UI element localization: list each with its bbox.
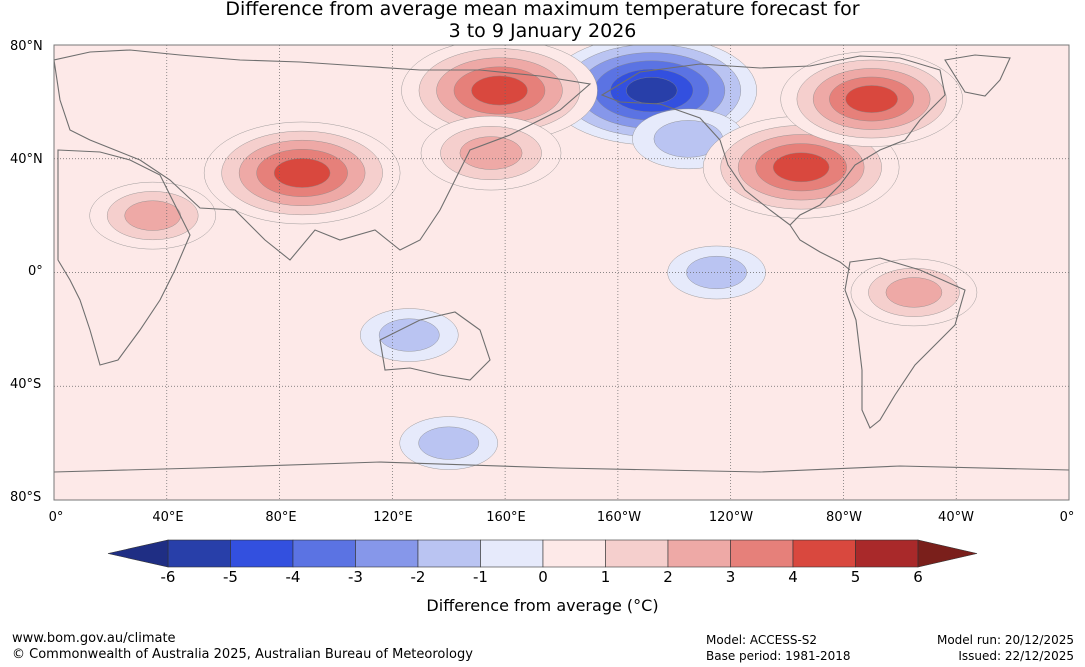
anomaly-contour: [845, 85, 898, 113]
lon-tick-label: 120°W: [708, 510, 754, 525]
colorbar-tick-label: -3: [348, 568, 363, 586]
lon-tick-label: 40°W: [938, 510, 974, 525]
coastline-antarctica: [54, 461, 1069, 473]
lon-tick-label: 0°: [48, 510, 64, 525]
colorbar-tick-label: -5: [223, 568, 238, 586]
coastline-south-america: [844, 257, 966, 429]
colorbar-cell: [667, 539, 731, 568]
colorbar-cell: [355, 539, 419, 568]
coastlines: [54, 49, 1069, 473]
colorbar-label: Difference from average (°C): [426, 596, 659, 615]
colorbar-tick-label: 0: [538, 568, 548, 586]
colorbar-tick-label: -6: [160, 568, 176, 586]
colorbar-cell: [542, 539, 606, 568]
colorbar-tick-label: 3: [725, 568, 736, 586]
colorbar-tick-label: 1: [600, 568, 611, 586]
chart-title-line-1: Difference from average mean maximum tem…: [225, 0, 860, 20]
lat-tick-label: 0°: [28, 264, 43, 279]
colorbar-cell: [230, 539, 294, 568]
colorbar-tick-label: -1: [473, 568, 488, 586]
anomaly-region: [420, 115, 562, 191]
coastline-africa: [57, 149, 191, 366]
anomaly-region: [780, 51, 963, 147]
lat-tick-label: 40°N: [10, 152, 43, 167]
coastline-greenland: [944, 54, 1011, 97]
lon-tick-label: 120°E: [373, 510, 413, 525]
anomaly-regions: [89, 45, 978, 470]
colorbar-cell: [167, 539, 231, 568]
colorbar-cell: [792, 539, 856, 568]
anomaly-region: [667, 245, 766, 300]
anomaly-contour: [885, 277, 943, 308]
colorbar-tick-label: 2: [663, 568, 673, 586]
footer-model: Model: ACCESS-S2: [706, 633, 818, 647]
lon-tick-label: 80°W: [826, 510, 862, 525]
anomaly-contour: [471, 75, 528, 106]
colorbar-tick-label: 6: [913, 568, 923, 586]
colorbar-under-arrow: [107, 539, 169, 568]
lon-tick-label: 40°E: [152, 510, 184, 525]
colorbar-cell: [605, 539, 669, 568]
footer-base-period: Base period: 1981-2018: [706, 649, 851, 663]
lon-tick-label: 80°E: [265, 510, 297, 525]
anomaly-region: [401, 45, 598, 142]
anomaly-region: [89, 181, 216, 250]
coastline-north-america: [600, 55, 946, 226]
chart-title-line-2: 3 to 9 January 2026: [448, 20, 637, 42]
footer-website: www.bom.gov.au/climate: [12, 631, 176, 646]
colorbar-tick-label: 5: [850, 568, 861, 586]
footer-issued: Issued: 22/12/2025: [958, 649, 1074, 663]
anomaly-contour: [772, 152, 830, 183]
anomaly-contour: [459, 136, 523, 170]
colorbar-cell: [730, 539, 794, 568]
footer-model-run: Model run: 20/12/2025: [936, 633, 1074, 647]
footer-copyright: © Commonwealth of Australia 2025, Austra…: [12, 647, 473, 662]
graticule: [54, 45, 1069, 500]
anomaly-contour: [273, 158, 331, 188]
colorbar-tick-label: -2: [410, 568, 426, 586]
colorbar-tick-label: -4: [285, 568, 301, 586]
map-frame: [53, 44, 1070, 501]
colorbar-cell: [292, 539, 356, 568]
coastline-eurasia: [54, 49, 592, 261]
anomaly-region: [850, 258, 978, 327]
colorbar-cell: [855, 539, 919, 568]
lon-tick-label: 160°E: [486, 510, 526, 525]
anomaly-contour: [686, 255, 747, 290]
anomaly-region: [399, 416, 498, 470]
colorbar-cell: [480, 539, 544, 568]
colorbar-over-arrow: [917, 539, 978, 568]
lat-tick-label: 80°S: [10, 490, 42, 505]
lon-tick-label: 0°: [1059, 510, 1075, 525]
anomaly-contour: [378, 318, 440, 352]
map-plot: [53, 44, 1070, 501]
colorbar-tick-label: 4: [788, 568, 798, 586]
lat-tick-label: 80°N: [10, 39, 43, 54]
anomaly-contour: [418, 426, 480, 460]
lat-tick-label: 40°S: [10, 377, 42, 392]
coastline-australia: [379, 311, 491, 381]
colorbar-cell: [417, 539, 481, 568]
colorbar: [107, 539, 978, 568]
lon-tick-label: 160°W: [596, 510, 642, 525]
anomaly-region: [203, 121, 401, 225]
anomaly-region: [360, 308, 459, 362]
